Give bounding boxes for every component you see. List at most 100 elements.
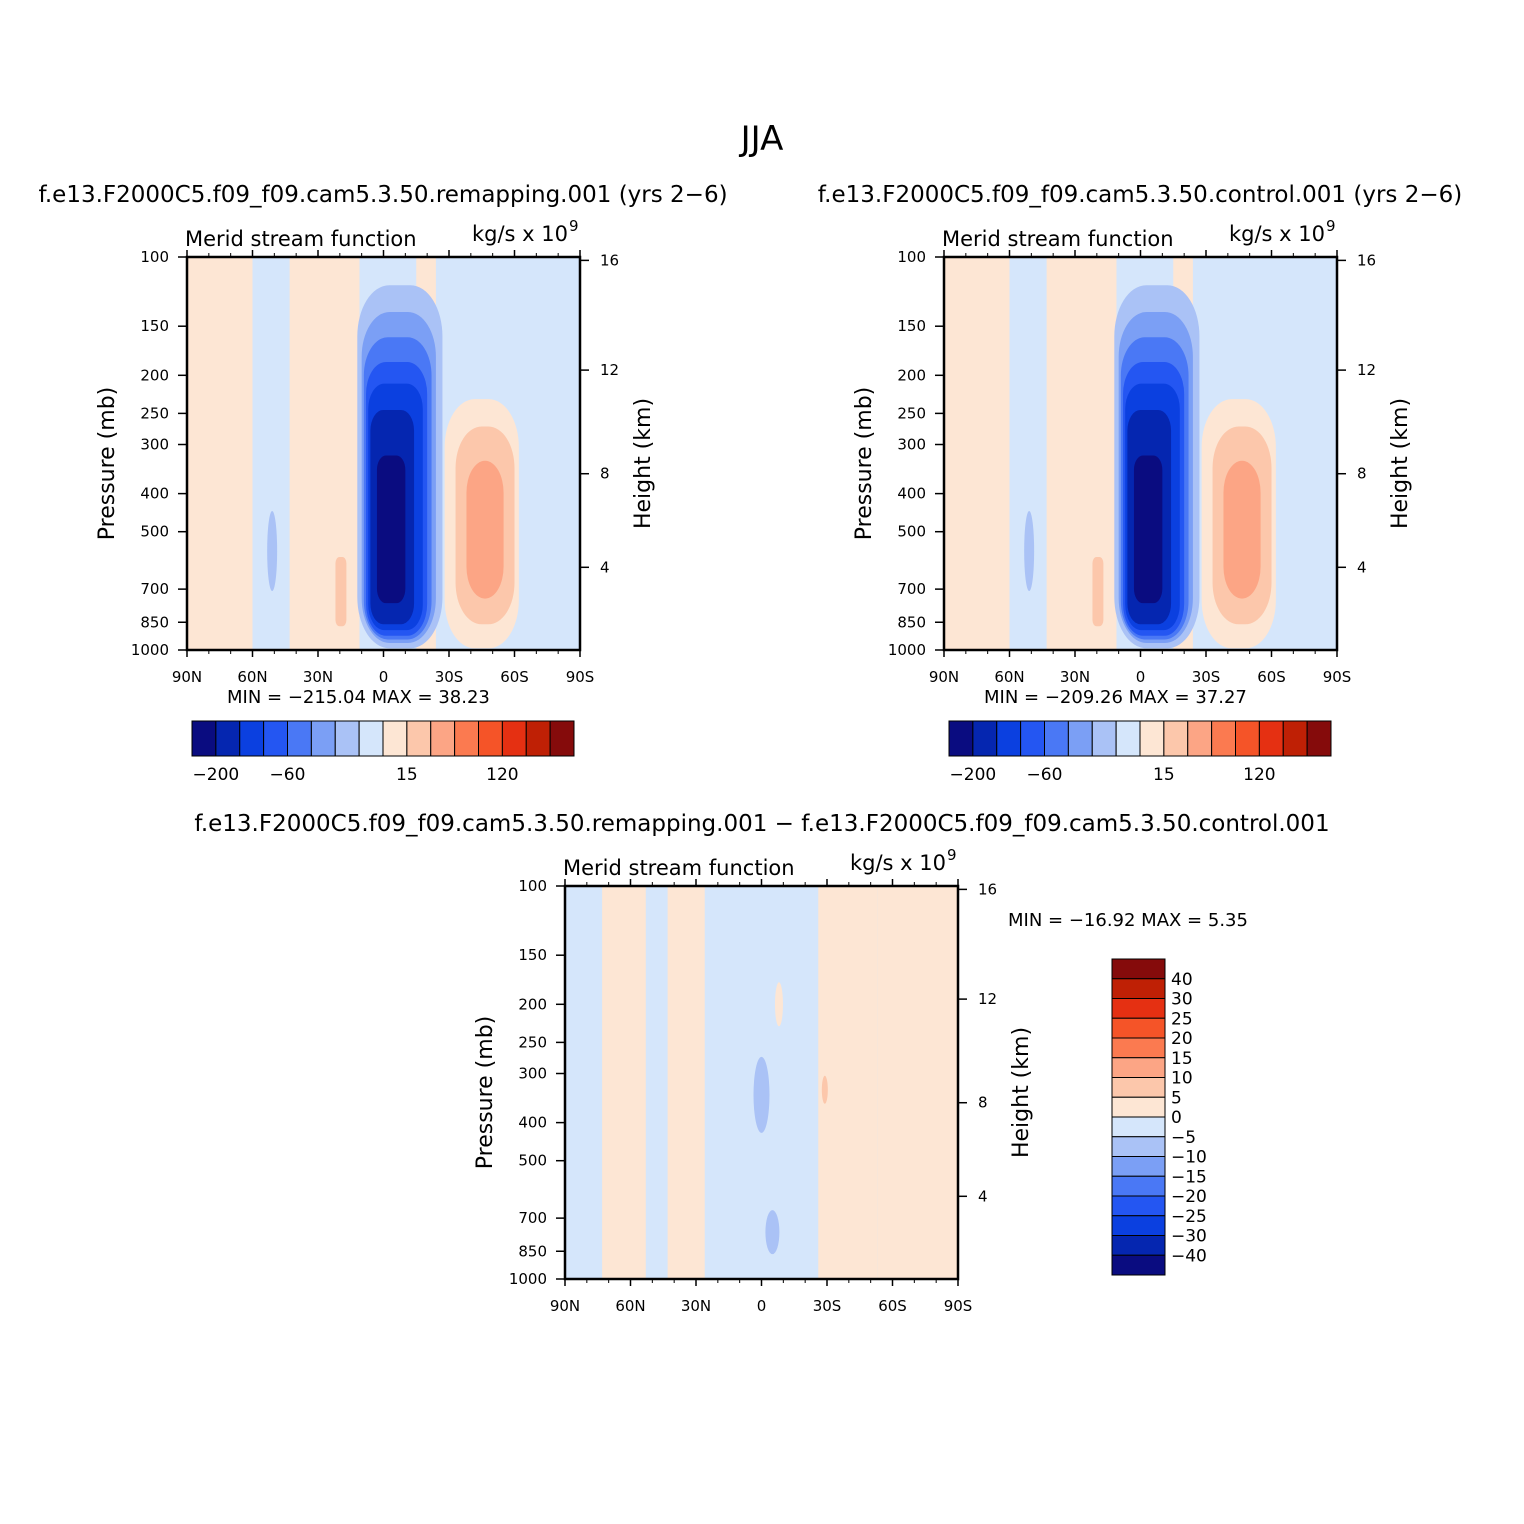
x-tick-label: 30N xyxy=(303,668,333,686)
field-2 xyxy=(944,257,1337,650)
colorbar-label: 5 xyxy=(1171,1088,1182,1108)
colorbar-label: 15 xyxy=(1171,1049,1193,1069)
units-exponent: 9 xyxy=(569,217,579,235)
y-right-axis-label: Height (km) xyxy=(1009,1027,1034,1158)
colorbar-box xyxy=(1163,720,1189,757)
figure-title: JJA xyxy=(739,119,784,159)
y-tick-label: 1000 xyxy=(131,641,169,659)
x-tick-label: 30N xyxy=(1060,668,1090,686)
cell-negative xyxy=(1024,511,1035,592)
y-right-tick-label: 12 xyxy=(978,990,997,1008)
colorbar-box xyxy=(454,720,479,757)
units-exponent: 9 xyxy=(947,846,957,864)
min-max-label: MIN = −16.92 MAX = 5.35 xyxy=(1008,910,1248,931)
colorbar-box xyxy=(310,720,336,757)
left-string: Merid stream function xyxy=(942,227,1174,251)
y-tick-label: 200 xyxy=(897,366,926,384)
y-axis-label: Pressure (mb) xyxy=(95,387,120,541)
y-tick-label: 400 xyxy=(897,485,926,503)
colorbar-box xyxy=(239,720,265,757)
y-right-tick-label: 12 xyxy=(600,361,619,379)
cell-min xyxy=(1133,455,1163,604)
cell-positive xyxy=(318,444,336,649)
colorbar-box xyxy=(972,720,998,757)
colorbar-box xyxy=(1111,1254,1166,1276)
colorbar-label: 10 xyxy=(1171,1069,1193,1089)
x-tick-label: 30N xyxy=(681,1297,711,1315)
colorbar-box xyxy=(1111,1215,1166,1236)
colorbar-label: −15 xyxy=(1171,1167,1207,1187)
colorbar-box xyxy=(215,720,241,757)
x-tick-label: 90S xyxy=(566,668,595,686)
colorbar-label: 15 xyxy=(1153,765,1175,785)
colorbar-box xyxy=(1111,1156,1166,1177)
x-tick-label: 60S xyxy=(878,1297,907,1315)
x-tick-label: 60N xyxy=(237,668,267,686)
cell-positive xyxy=(466,460,504,599)
colorbar-label: 0 xyxy=(1171,1108,1182,1128)
colorbar-box xyxy=(1111,998,1166,1019)
colorbar-box xyxy=(1111,1116,1166,1138)
colorbar-box xyxy=(525,720,551,757)
left-string: Merid stream function xyxy=(563,856,795,880)
y-right-tick-label: 12 xyxy=(1357,361,1376,379)
y-right-tick-label: 4 xyxy=(1357,558,1367,576)
y-tick-label: 150 xyxy=(897,317,926,335)
y-right-tick-label: 8 xyxy=(600,465,610,483)
x-tick-label: 30S xyxy=(813,1297,842,1315)
y-tick-label: 700 xyxy=(140,580,169,598)
colorbar-box xyxy=(1111,1057,1166,1078)
colorbar-box xyxy=(287,720,312,757)
y-tick-label: 850 xyxy=(897,613,926,631)
y-right-axis-label: Height (km) xyxy=(631,398,656,529)
y-right-tick-label: 4 xyxy=(600,558,610,576)
colorbar-label: 40 xyxy=(1171,970,1193,990)
y-tick-label: 200 xyxy=(140,366,169,384)
y-right-tick-label: 8 xyxy=(978,1094,988,1112)
x-tick-label: 60S xyxy=(500,668,529,686)
colorbar-box xyxy=(406,720,432,757)
colorbar-label: 120 xyxy=(1243,765,1275,785)
colorbar-label: 120 xyxy=(486,765,518,785)
y-tick-label: 850 xyxy=(140,613,169,631)
band-negative xyxy=(252,257,290,650)
y-tick-label: 100 xyxy=(897,248,926,266)
colorbar-label: −20 xyxy=(1171,1187,1207,1207)
x-tick-label: 90N xyxy=(172,668,202,686)
y-axis-label: Pressure (mb) xyxy=(473,1016,498,1170)
x-tick-label: 60N xyxy=(615,1297,645,1315)
x-tick-label: 30S xyxy=(435,668,464,686)
colorbar-box xyxy=(1067,720,1093,757)
colorbar-label: −200 xyxy=(950,765,997,785)
cell-negative xyxy=(267,511,278,592)
colorbar-box xyxy=(996,720,1022,757)
y-tick-label: 100 xyxy=(518,877,547,895)
colorbar-box xyxy=(358,720,384,757)
x-tick-label: 60N xyxy=(994,668,1024,686)
field-1 xyxy=(187,257,580,650)
panel-title: f.e13.F2000C5.f09_f09.cam5.3.50.remappin… xyxy=(194,811,1329,837)
band-negative xyxy=(1009,257,1047,650)
colorbar-box xyxy=(1306,720,1332,757)
cell-positive xyxy=(1223,460,1261,599)
colorbar-box xyxy=(1111,958,1166,980)
units-label: kg/s x 10 xyxy=(1229,222,1325,246)
left-string: Merid stream function xyxy=(185,227,417,251)
x-tick-label: 90S xyxy=(1323,668,1352,686)
units-exponent: 9 xyxy=(1326,217,1336,235)
cell-positive xyxy=(774,982,783,1027)
y-right-tick-label: 8 xyxy=(1357,465,1367,483)
cell-positive xyxy=(1075,444,1093,649)
y-tick-label: 150 xyxy=(140,317,169,335)
y-right-tick-label: 16 xyxy=(978,880,997,898)
x-tick-label: 30S xyxy=(1192,668,1221,686)
colorbar-box xyxy=(1111,1037,1166,1059)
colorbar-label: −25 xyxy=(1171,1207,1207,1227)
colorbar-label: 25 xyxy=(1171,1009,1193,1029)
panel-2: f.e13.F2000C5.f09_f09.cam5.3.50.control.… xyxy=(818,182,1462,785)
cell-positive xyxy=(335,557,347,627)
cell-positive xyxy=(1092,557,1104,627)
y-right-tick-label: 4 xyxy=(978,1187,988,1205)
y-tick-label: 400 xyxy=(140,485,169,503)
